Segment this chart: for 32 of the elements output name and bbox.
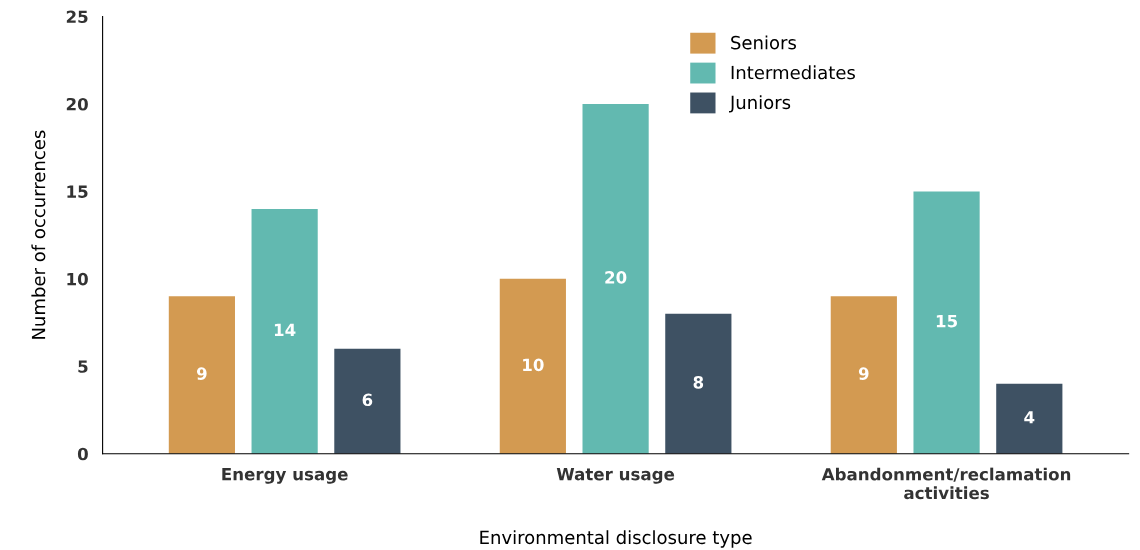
bar (830, 296, 897, 454)
legend-label: Seniors (731, 35, 796, 50)
y-tick-label: 0 (77, 447, 88, 461)
x-axis-title: Environmental disclosure type (480, 530, 752, 548)
y-tick-label: 25 (66, 10, 88, 24)
data-label: 10 (523, 358, 544, 372)
y-axis-title: Number of occurrences (31, 130, 46, 339)
y-tick-label: 15 (67, 185, 88, 198)
y-tick-label: 10 (67, 272, 88, 286)
data-label: 9 (196, 367, 207, 380)
data-label: 4 (1024, 411, 1035, 424)
bar (665, 313, 732, 454)
x-tick-label: Abandonment/reclamation activities (821, 467, 1071, 500)
bar (334, 348, 401, 454)
bar (251, 208, 318, 454)
bar (499, 278, 566, 454)
data-label: 8 (693, 376, 704, 389)
y-tick-label: 5 (78, 360, 88, 373)
x-tick-label: Energy usage (222, 468, 348, 484)
bar (582, 103, 649, 454)
data-label: 20 (605, 271, 627, 284)
data-label: 14 (274, 323, 296, 336)
data-label: 15 (936, 315, 957, 328)
legend-label: Juniors (729, 95, 791, 113)
x-tick-label: Water usage (556, 468, 675, 484)
legend-label: Intermediates (731, 65, 855, 80)
bar (168, 296, 235, 454)
y-tick-label: 20 (66, 97, 88, 111)
bar (996, 383, 1063, 454)
bar (913, 191, 980, 454)
data-label: 9 (858, 367, 869, 380)
data-label: 6 (362, 393, 373, 407)
